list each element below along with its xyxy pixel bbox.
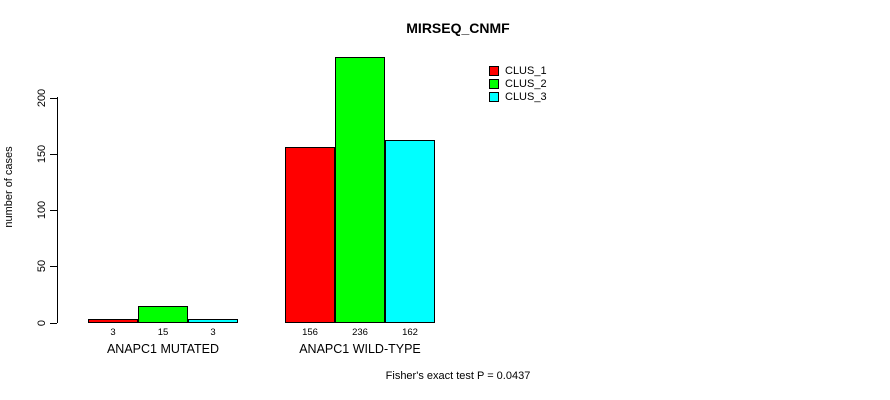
bar-clus_1-1 (88, 319, 138, 323)
bar-value-label: 156 (302, 327, 318, 338)
y-tick-label: 0 (36, 319, 48, 326)
footer-annotation: Fisher's exact test P = 0.0437 (385, 370, 531, 382)
legend-label: CLUS_1 (505, 64, 547, 77)
bar-clus_1-2 (285, 147, 335, 323)
bar-value-label: 236 (352, 327, 368, 338)
bar-value-label: 15 (157, 327, 169, 338)
bar-clus_2-2 (335, 57, 385, 323)
legend-label: CLUS_2 (505, 78, 547, 91)
y-tick-label: 200 (36, 88, 48, 107)
bar-value-label: 162 (402, 327, 418, 338)
legend-item-clus_1: CLUS_1 (489, 64, 547, 77)
category-label: ANAPC1 WILD-TYPE (299, 342, 421, 356)
bar-value-label: 3 (110, 327, 116, 338)
y-tick-mark (50, 322, 57, 324)
y-tick-mark (50, 153, 57, 155)
y-tick-mark (50, 210, 57, 211)
y-tick-label: 150 (36, 144, 48, 163)
legend-swatch (489, 92, 499, 103)
y-tick-mark (50, 266, 57, 268)
bar-value-label: 3 (210, 327, 216, 338)
bar-clus_3-1 (188, 319, 238, 323)
y-axis-line (57, 97, 58, 323)
legend-swatch (489, 79, 499, 90)
y-axis-label: number of cases (3, 146, 15, 228)
legend-item-clus_2: CLUS_2 (489, 77, 547, 90)
legend-item-clus_3: CLUS_3 (489, 91, 547, 104)
chart-title: MIRSEQ_CNMF (406, 20, 510, 36)
legend-swatch (489, 65, 499, 76)
bar-clus_2-1 (138, 305, 188, 323)
legend-label: CLUS_3 (505, 91, 547, 104)
y-tick-label: 50 (36, 260, 48, 273)
y-tick-label: 100 (36, 200, 48, 220)
category-label: ANAPC1 MUTATED (106, 342, 220, 356)
bar-clus_3-2 (385, 140, 435, 323)
legend: CLUS_1 CLUS_2 CLUS_3 (489, 64, 547, 104)
y-tick-mark (50, 97, 57, 99)
